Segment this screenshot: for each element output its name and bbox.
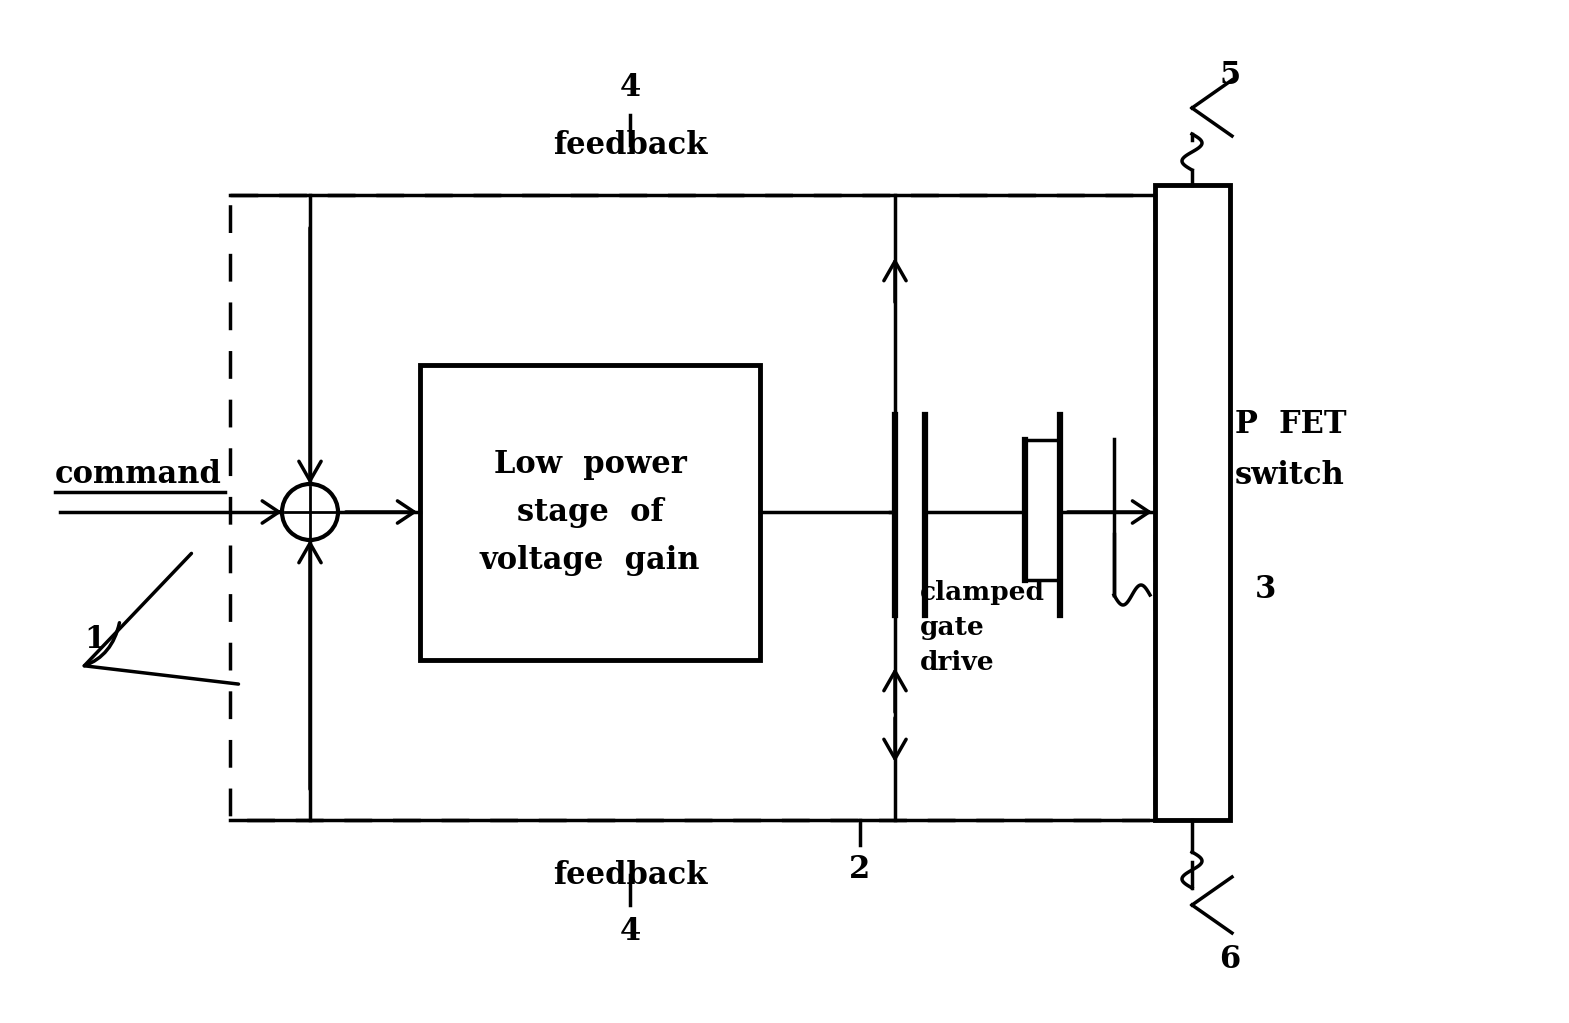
Text: 4: 4 [620,73,640,103]
Text: feedback: feedback [552,130,708,161]
Bar [231,195,1155,820]
Bar [1155,185,1230,820]
Text: feedback: feedback [552,859,708,890]
Text: 3: 3 [1255,575,1276,606]
Text: command: command [55,459,221,490]
Text: 4: 4 [620,917,640,947]
Bar [420,365,759,660]
Text: Low  power
stage  of
voltage  gain: Low power stage of voltage gain [480,449,700,576]
Text: P  FET
switch: P FET switch [1235,409,1346,491]
Text: 6: 6 [1219,944,1241,976]
Text: 5: 5 [1219,59,1241,90]
Text: clamped
gate
drive: clamped gate drive [919,580,1045,675]
Text: 1: 1 [85,624,105,656]
Text: 2: 2 [849,854,871,886]
